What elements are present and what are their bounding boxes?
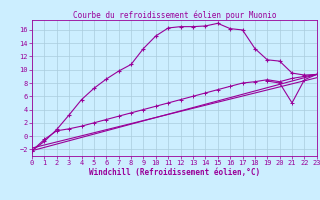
Title: Courbe du refroidissement éolien pour Muonio: Courbe du refroidissement éolien pour Mu… bbox=[73, 10, 276, 20]
X-axis label: Windchill (Refroidissement éolien,°C): Windchill (Refroidissement éolien,°C) bbox=[89, 168, 260, 177]
